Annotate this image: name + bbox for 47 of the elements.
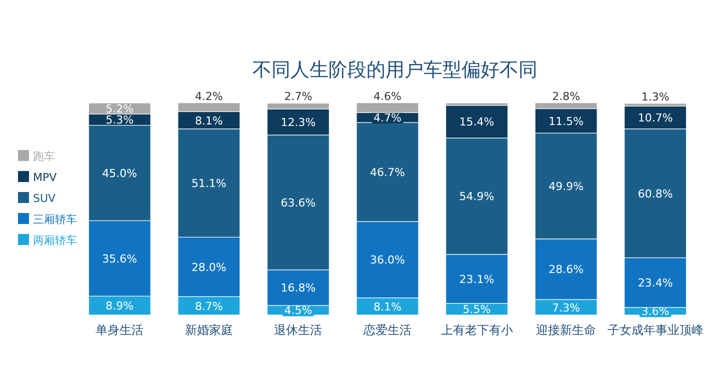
legend-label: 三厢轿车 <box>33 213 77 226</box>
data-label: 15.4% <box>459 116 494 129</box>
data-label: 3.6% <box>641 305 670 318</box>
data-label: 12.3% <box>280 116 316 129</box>
data-label: 28.0% <box>191 260 226 274</box>
data-label: 8.7% <box>194 300 223 313</box>
x-tick-label: 子女成年事业顶峰 <box>607 323 704 337</box>
data-label: 4.6% <box>374 90 402 103</box>
x-tick-label: 恋爱生活 <box>362 323 412 337</box>
x-tick-label: 迎接新生命 <box>536 323 596 337</box>
data-label: 1.3% <box>641 90 670 104</box>
data-label: 23.4% <box>638 276 673 290</box>
data-label: 7.3% <box>552 301 580 314</box>
data-label: 5.3% <box>106 114 134 127</box>
data-label: 4.5% <box>284 304 312 318</box>
data-label: 2.7% <box>284 90 312 104</box>
data-label: 10.7% <box>638 112 673 125</box>
data-label: 45.0% <box>102 166 138 180</box>
data-label: 35.6% <box>102 252 138 266</box>
x-tick-label: 新婚家庭 <box>184 323 233 337</box>
data-label: 4.2% <box>194 90 223 103</box>
data-label: 11.5% <box>548 114 584 128</box>
chart-title: 不同人生阶段的用户车型偏好不同 <box>252 59 538 81</box>
data-label: 60.8% <box>638 187 673 200</box>
data-label: 46.7% <box>370 166 405 180</box>
data-label: 54.9% <box>459 190 494 204</box>
data-label: 28.6% <box>548 263 584 276</box>
x-tick-label: 上有老下有小 <box>440 323 513 337</box>
data-label: 4.7% <box>374 112 402 125</box>
data-label: 8.1% <box>194 114 223 128</box>
data-label: 2.8% <box>552 90 580 103</box>
legend-label: 跑车 <box>33 150 55 163</box>
legend-label: 两厢轿车 <box>33 234 77 247</box>
x-tick-label: 单身生活 <box>96 323 144 337</box>
data-label: 36.0% <box>370 254 405 267</box>
legend-label: MPV <box>33 171 58 184</box>
data-label: 5.5% <box>462 303 491 316</box>
data-label: 8.9% <box>106 300 134 313</box>
data-label: 49.9% <box>548 180 584 193</box>
data-label: 23.1% <box>459 272 494 286</box>
data-label: 16.8% <box>280 282 316 295</box>
x-tick-label: 退休生活 <box>274 323 322 337</box>
data-label: 63.6% <box>280 196 316 210</box>
data-label: 5.2% <box>106 102 134 116</box>
text: SUV <box>33 192 56 205</box>
data-label: 8.1% <box>374 300 402 314</box>
data-label: 51.1% <box>191 177 226 190</box>
